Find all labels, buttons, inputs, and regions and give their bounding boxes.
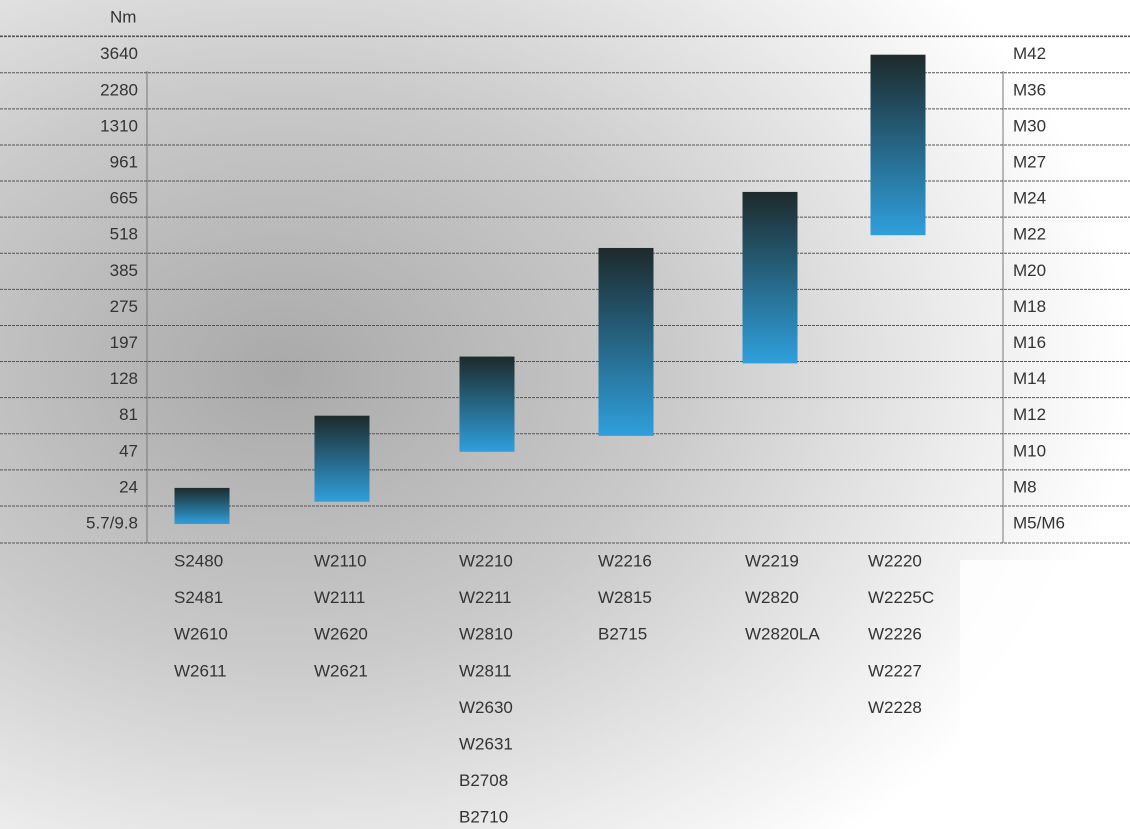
model-label: W2110 — [314, 551, 367, 570]
model-label: W2630 — [459, 698, 513, 717]
y-tick-label: 665 — [110, 189, 138, 208]
size-label: M22 — [1013, 225, 1046, 244]
model-label: W2227 — [868, 661, 922, 680]
y-tick-label: 1310 — [100, 116, 138, 135]
size-label: M12 — [1013, 405, 1046, 424]
y-tick-label: 81 — [119, 405, 138, 424]
size-label: M24 — [1013, 189, 1046, 208]
bar — [460, 357, 515, 452]
size-label: M42 — [1013, 44, 1046, 63]
model-label: B2710 — [459, 808, 508, 827]
model-label: W2621 — [314, 661, 368, 680]
model-label: W2610 — [174, 625, 228, 644]
model-label: W2210 — [459, 551, 513, 570]
size-label: M27 — [1013, 152, 1046, 171]
size-label: M5/M6 — [1013, 513, 1065, 532]
y-tick-label: 518 — [110, 225, 138, 244]
model-label: W2631 — [459, 734, 513, 753]
size-label: M18 — [1013, 297, 1046, 316]
model-label: W2620 — [314, 625, 368, 644]
size-label: M30 — [1013, 116, 1046, 135]
model-label: S2480 — [174, 551, 223, 570]
y-tick-label: 5.7/9.8 — [86, 513, 138, 532]
y-tick-label: 197 — [110, 333, 138, 352]
model-label: W2226 — [868, 625, 922, 644]
bar — [743, 192, 798, 363]
size-label: M36 — [1013, 80, 1046, 99]
model-label: S2481 — [174, 588, 223, 607]
y-tick-label: 24 — [119, 477, 138, 496]
model-label: W2811 — [459, 661, 512, 680]
y-tick-label: 385 — [110, 261, 138, 280]
bar — [871, 55, 926, 236]
model-label: W2611 — [174, 661, 227, 680]
model-label: W2815 — [598, 588, 652, 607]
bar — [315, 416, 370, 502]
size-label: M14 — [1013, 369, 1046, 388]
size-label: M10 — [1013, 441, 1046, 460]
model-label: W2111 — [314, 588, 365, 607]
model-label: W2219 — [745, 551, 799, 570]
model-label: W2820 — [745, 588, 799, 607]
model-label: W2220 — [868, 551, 922, 570]
bar — [175, 488, 230, 524]
background-light — [960, 560, 1130, 829]
chart: Nm 5.7/9.8 24 47 81 128 197 275 385 518 665 961 131… — [0, 0, 1130, 829]
model-label: B2708 — [459, 771, 508, 790]
y-tick-label: 128 — [110, 369, 138, 388]
size-label: M16 — [1013, 333, 1046, 352]
y-tick-label: 3640 — [100, 44, 138, 63]
y-tick-label: 2280 — [100, 80, 138, 99]
bar — [599, 248, 654, 436]
model-label: B2715 — [598, 625, 647, 644]
y-tick-label: 47 — [119, 441, 138, 460]
unit-label: Nm — [110, 7, 136, 26]
model-label: W2216 — [598, 551, 652, 570]
page: {"chart_data": { "type": "range_bar", "y… — [0, 0, 1130, 829]
model-label: W2211 — [459, 588, 512, 607]
model-label: W2225C — [868, 588, 934, 607]
size-label: M20 — [1013, 261, 1046, 280]
y-tick-label: 275 — [110, 297, 138, 316]
model-label: W2810 — [459, 625, 513, 644]
model-label: W2228 — [868, 698, 922, 717]
y-tick-label: 961 — [110, 152, 138, 171]
size-label: M8 — [1013, 477, 1037, 496]
model-label: W2820LA — [745, 625, 820, 644]
